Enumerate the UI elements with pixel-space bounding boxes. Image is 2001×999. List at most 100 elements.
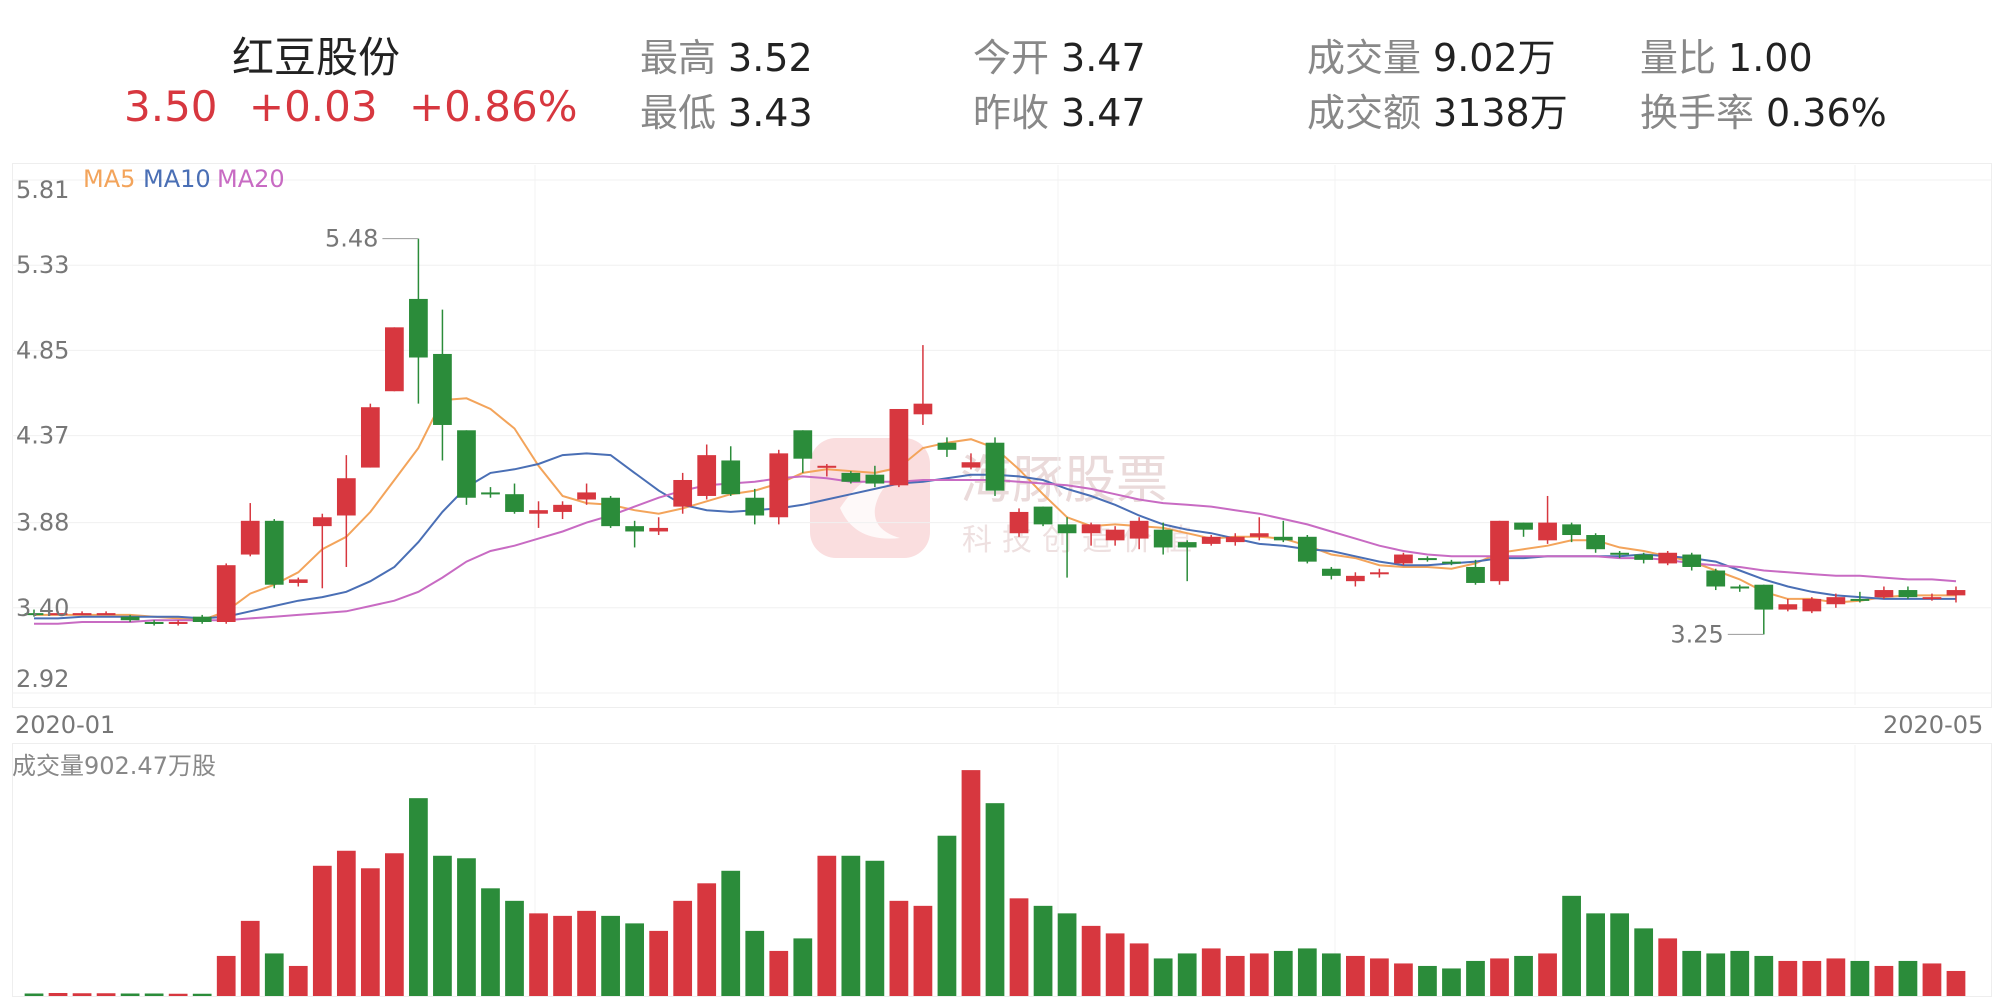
candle (240, 503, 260, 557)
volume-bar (96, 993, 116, 996)
legend-ma20: MA20 (217, 165, 285, 193)
candle-body (625, 526, 644, 532)
candle-body (745, 497, 765, 516)
volume-bar (961, 770, 981, 996)
candle (937, 437, 957, 457)
candle-body (1826, 597, 1846, 605)
volume-bar (601, 915, 620, 996)
volume-bar (192, 993, 212, 996)
stat-label: 成交额 (1307, 91, 1422, 135)
candle-body (385, 327, 404, 392)
stat-volume: 成交量 9.02万 (1307, 27, 1556, 82)
candle (288, 577, 308, 587)
candle (745, 488, 765, 525)
candle (697, 444, 717, 500)
candle (1922, 593, 1942, 601)
volume-bar (1634, 928, 1654, 996)
candle (1153, 522, 1173, 555)
candle (865, 465, 885, 488)
volume-bar (409, 798, 428, 996)
candle-body (144, 621, 164, 624)
candle-body (264, 520, 284, 585)
volume-bar (1177, 953, 1197, 996)
candle-body (1225, 536, 1245, 543)
volume-bar (937, 835, 957, 996)
candle (1658, 550, 1678, 566)
candle (312, 513, 332, 589)
candle-body (649, 527, 669, 532)
candle (144, 620, 164, 626)
candle (24, 609, 44, 617)
candle (336, 455, 356, 567)
candle (505, 483, 524, 514)
volume-bar (1826, 958, 1846, 996)
candle-body (48, 613, 68, 616)
candle (1394, 552, 1413, 566)
stat-label: 昨收 (973, 91, 1050, 135)
candle-body (481, 492, 500, 495)
volume-bar (1898, 960, 1918, 996)
candle-body (1442, 561, 1461, 564)
candle (1418, 556, 1437, 562)
stat-high: 最高 3.52 (640, 27, 813, 82)
candle (1946, 586, 1966, 603)
volume-panel (12, 743, 1992, 997)
volume-bar (985, 803, 1005, 996)
candle-body (192, 616, 212, 622)
candle (1874, 586, 1894, 599)
candle (625, 520, 644, 548)
candle-body (1874, 590, 1894, 598)
candle (1177, 540, 1197, 582)
candle-body (72, 613, 92, 616)
volume-bar (1946, 970, 1966, 996)
candle-body (1922, 597, 1942, 600)
candle-body (913, 403, 933, 415)
axis-labels: 5.81 5.33 4.85 4.37 3.88 3.40 2.92 5.48 3.25 (16, 176, 1764, 693)
candle (433, 309, 452, 461)
candle (1105, 526, 1125, 546)
candle-body (1682, 554, 1702, 567)
y-tick-label: 4.85 (16, 336, 69, 364)
candle (1442, 559, 1461, 566)
candle (1466, 559, 1485, 585)
volume-bar (1081, 925, 1101, 996)
candle-body (1730, 586, 1750, 589)
candle (1586, 533, 1605, 553)
watermark-subtitle: 科技创造价值 (962, 523, 1202, 558)
volume-bar (505, 900, 524, 996)
candle-body (961, 462, 981, 468)
candle (1514, 522, 1533, 537)
stat-label: 最低 (640, 91, 717, 135)
volume-bar (1874, 965, 1894, 996)
candle (817, 464, 837, 477)
volume-bar (1706, 953, 1726, 996)
candle-body (1009, 511, 1029, 534)
candle-body (793, 430, 813, 459)
volume-bar (553, 915, 572, 996)
candle (1634, 552, 1654, 564)
candle-body (721, 460, 741, 495)
candle-body (1201, 536, 1221, 544)
candle-body (1586, 535, 1605, 550)
volume-bar (529, 913, 548, 996)
candle-body (216, 565, 236, 622)
candle (48, 611, 68, 616)
volume-title: 成交量902.47万股 (12, 752, 216, 780)
volume-bar (120, 993, 140, 996)
stat-volume-ratio: 量比 1.00 (1640, 27, 1813, 82)
candle (769, 449, 789, 525)
candle-body (1466, 566, 1485, 583)
volume-bar (1033, 905, 1053, 996)
candle-body (1153, 529, 1173, 548)
volume-bar (1754, 955, 1774, 996)
y-tick-label: 5.81 (16, 176, 69, 204)
candle (168, 620, 188, 626)
candle (360, 403, 380, 468)
candle (1850, 591, 1870, 603)
candle (793, 430, 813, 473)
candle (1778, 598, 1798, 612)
candle (1610, 550, 1630, 559)
volume-bar (1658, 938, 1678, 996)
candle (1201, 535, 1221, 546)
candle-body (889, 408, 909, 486)
